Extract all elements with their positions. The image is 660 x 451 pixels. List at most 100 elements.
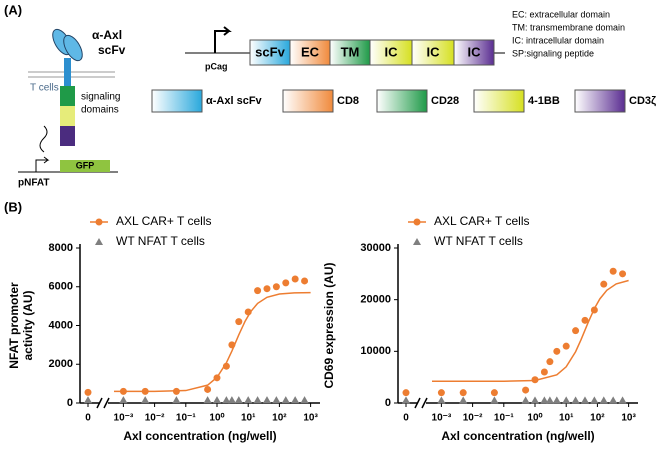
data-point [84,396,92,404]
x-axis-label: Axl concentration (ng/well) [123,429,276,443]
data-point [490,389,498,397]
data-point [254,287,262,295]
construct-segment [369,39,413,66]
data-point [437,389,445,397]
y-tick-label: 8000 [49,242,73,254]
x-tick-label: 10³ [621,413,636,424]
antibody-label: α-Axl [92,28,122,42]
x-tick-label: 10⁻¹ [176,413,196,424]
data-point [172,396,181,404]
y-axis-label: NFAT promoter [7,282,21,369]
promoter [35,156,50,172]
data-point [263,285,271,293]
legend-marker [95,218,103,226]
key-label: 4-1BB [528,95,560,107]
data-point [119,396,128,404]
panel-label: (A) [4,2,22,17]
y-tick-label: 20000 [360,294,391,306]
y-axis-label: activity (AU) [21,290,35,360]
data-point [562,396,571,404]
x-tick-label: 10² [590,413,605,424]
data-point [281,396,290,404]
legend-label: AXL CAR+ T cells [116,214,211,228]
x-tick-label: 10⁻³ [114,413,134,424]
x-tick-label: 0 [403,413,409,424]
data-point [204,385,212,393]
y-tick-label: 6000 [49,281,73,293]
scfv-icon [63,34,83,62]
data-point [552,396,561,404]
data-point [300,396,309,404]
hinge [64,58,71,86]
definition: IC: intracellular domain [512,35,604,45]
data-point [84,388,92,396]
legend-marker [413,238,421,245]
signaling-label: signaling [81,92,120,103]
data-point [459,389,467,397]
legend-marker [413,218,421,226]
data-point [609,267,617,275]
key-swatch [574,89,626,113]
domain [60,86,75,106]
x-tick-label: 10⁰ [209,413,224,424]
segment-label: scFv [255,44,285,59]
data-point [437,396,446,404]
key-swatch [473,89,525,113]
data-point [599,396,608,404]
x-tick-label: 10⁻² [145,413,165,424]
data-point [222,396,231,404]
x-axis-label: Axl concentration (ng/well) [441,429,594,443]
construct-segment [411,39,455,66]
data-point [253,396,262,404]
legend-label: WT NFAT T cells [434,234,523,248]
y-tick-label: 10000 [360,345,391,357]
data-point [301,277,309,285]
legend-label: WT NFAT T cells [116,234,205,248]
x-tick-label: 0 [85,413,91,424]
key-label: CD3ζ [629,95,656,107]
gfp-box [60,160,110,172]
segment-label: IC [427,44,441,59]
segment-label: TM [341,44,360,59]
x-tick-label: 10⁰ [527,413,542,424]
segment-label: EC [301,44,320,59]
data-point [600,280,608,288]
data-point [203,396,212,404]
data-point [291,396,300,404]
y-tick-label: 30000 [360,242,391,254]
signaling-label: domains [81,105,119,116]
axis-break [96,397,110,409]
definition: EC: extracellular domain [512,9,610,19]
legend-label: AXL CAR+ T cells [434,214,529,228]
construct-segment [329,39,371,66]
data-point [546,358,554,366]
key-label: CD28 [431,95,459,107]
key-label: α-Axl scFv [206,95,263,107]
data-point [402,389,410,397]
y-tick-label: 4000 [49,319,73,331]
x-tick-label: 10³ [303,413,318,424]
promoter-label: pCag [205,61,228,71]
data-point [581,316,589,324]
cell-label: T cells [30,83,59,94]
data-point [234,396,243,404]
segment-label: IC [385,44,399,59]
construct-segment [453,39,495,66]
data-point [571,396,580,404]
data-point [572,327,580,335]
data-point [540,396,549,404]
data-point [562,342,570,350]
construct: scFv EC TM IC IC IC [249,39,495,66]
data-point [272,283,280,291]
data-point [522,386,530,394]
domain [60,106,75,126]
key-label: CD8 [337,95,359,107]
x-tick-label: 10¹ [241,413,256,424]
data-point [402,396,410,404]
data-point [213,396,221,404]
axis-break [414,397,428,409]
domain [60,126,75,146]
diagram: (A) α-Axl scFv T cells signaling domains… [4,2,656,214]
key-swatch [151,89,203,113]
